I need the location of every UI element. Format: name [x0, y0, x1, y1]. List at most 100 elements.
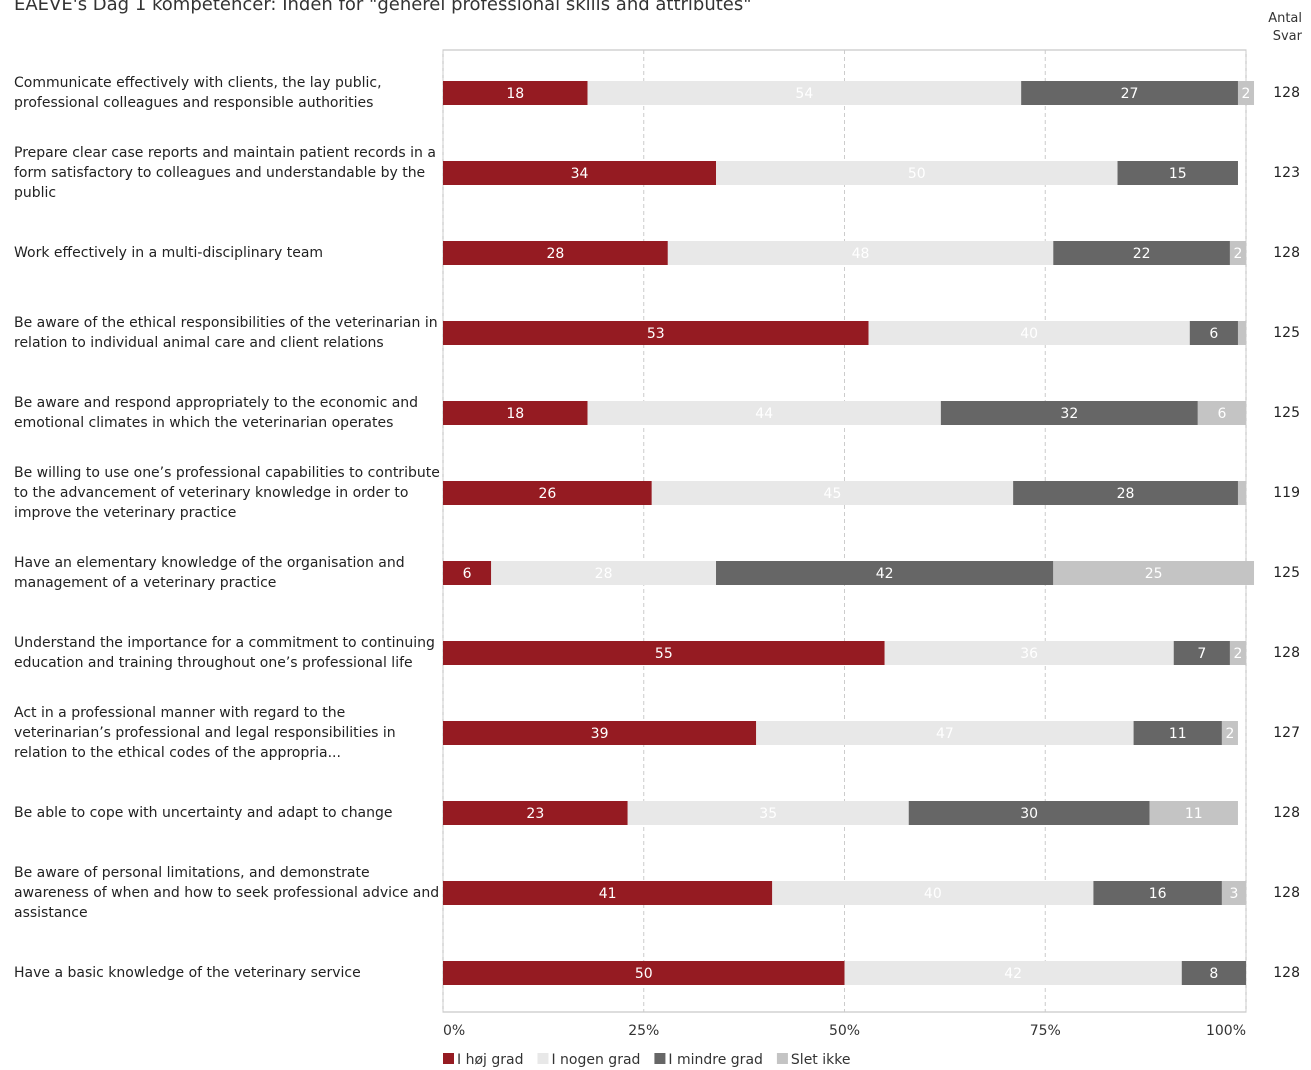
- count-label: 128: [1273, 965, 1300, 981]
- bar-segment: [1013, 481, 1238, 505]
- data-label: 23: [526, 806, 544, 822]
- data-label: 45: [824, 486, 842, 502]
- count-label: 128: [1273, 805, 1300, 821]
- data-label: 11: [1169, 726, 1187, 742]
- count-label: 128: [1273, 245, 1300, 261]
- category-label: Be aware of the ethical responsibilities…: [14, 315, 438, 351]
- bar-segment: [716, 561, 1054, 585]
- bar-segment: [443, 481, 652, 505]
- data-label: 53: [647, 326, 665, 342]
- legend-label: Slet ikke: [791, 1052, 851, 1068]
- bar-segment: [1197, 401, 1246, 425]
- bar-segment: [443, 641, 885, 665]
- bar-segment: [443, 241, 668, 265]
- bar-segment: [1173, 641, 1230, 665]
- count-header: Antal Svar: [1268, 11, 1302, 44]
- data-label: 25: [1145, 566, 1163, 582]
- data-label: 40: [1020, 326, 1038, 342]
- legend-label: I høj grad: [457, 1052, 523, 1068]
- category-label: Understand the importance for a commitme…: [14, 635, 435, 671]
- bar-segment: [651, 481, 1014, 505]
- bar-segment: [1149, 801, 1238, 825]
- bar-segment: [1237, 321, 1246, 345]
- bar-segment: [1221, 721, 1238, 745]
- data-label: 2: [1234, 646, 1243, 662]
- bar-segment: [1053, 241, 1230, 265]
- data-label: 2: [1242, 86, 1251, 102]
- count-label: 123: [1273, 165, 1300, 181]
- bar-segment: [1189, 321, 1238, 345]
- count-label: 128: [1273, 85, 1300, 101]
- data-label: 18: [506, 406, 524, 422]
- bar-segment: [940, 401, 1198, 425]
- bar-segment: [1237, 481, 1246, 505]
- data-label: 7: [1197, 646, 1206, 662]
- data-label: 11: [1185, 806, 1203, 822]
- data-label: 30: [1020, 806, 1038, 822]
- data-label: 32: [1060, 406, 1078, 422]
- bar-segment: [1133, 721, 1222, 745]
- x-tick-label: 0%: [443, 1023, 465, 1039]
- data-label: 27: [1121, 86, 1139, 102]
- data-label: 40: [924, 886, 942, 902]
- bar-segment: [443, 961, 845, 985]
- bar-segment: [1053, 561, 1255, 585]
- count-label: 125: [1273, 405, 1300, 421]
- category-label: Be able to cope with uncertainty and ada…: [14, 805, 393, 821]
- data-label: 48: [852, 246, 870, 262]
- data-label: 18: [506, 86, 524, 102]
- data-label: 50: [635, 966, 653, 982]
- category-label: Be aware and respond appropriately to th…: [14, 395, 419, 431]
- bar-segment: [1021, 81, 1238, 105]
- data-label: 26: [538, 486, 556, 502]
- data-label: 42: [1004, 966, 1022, 982]
- data-label: 28: [547, 246, 565, 262]
- data-label: 42: [876, 566, 894, 582]
- data-label: 34: [571, 166, 589, 182]
- plot-border: [442, 49, 1247, 1013]
- bar-segment: [756, 721, 1134, 745]
- data-label: 54: [795, 86, 813, 102]
- bar-segment: [443, 721, 757, 745]
- data-label: 6: [1209, 326, 1218, 342]
- data-label: 16: [1149, 886, 1167, 902]
- bar-segment: [627, 801, 909, 825]
- category-label: Have a basic knowledge of the veterinary…: [14, 965, 361, 981]
- legend-swatch: [776, 1053, 788, 1064]
- legend-label: I nogen grad: [551, 1052, 640, 1068]
- bar-segment: [587, 401, 941, 425]
- count-label: 125: [1273, 325, 1300, 341]
- category-label: Act in a professional manner with regard…: [14, 705, 396, 761]
- bar-segment: [1221, 881, 1246, 905]
- data-label: 22: [1133, 246, 1151, 262]
- bar-segment: [443, 801, 628, 825]
- bar-segment: [443, 81, 588, 105]
- bar-segment: [716, 161, 1118, 185]
- data-label: 3: [1229, 886, 1238, 902]
- data-label: 28: [1117, 486, 1135, 502]
- bar-segment: [908, 801, 1150, 825]
- x-tick-label: 100%: [1206, 1023, 1246, 1039]
- bar-segment: [667, 241, 1054, 265]
- bar-segment: [1229, 641, 1246, 665]
- bar-segment: [443, 321, 869, 345]
- chart-title: EAEVE's Dag 1 kompetencer: Inden for "ge…: [14, 0, 752, 15]
- bar-segment: [1237, 81, 1255, 105]
- category-label: Be aware of personal limitations, and de…: [14, 865, 440, 921]
- data-label: 8: [1209, 966, 1218, 982]
- data-label: 55: [655, 646, 673, 662]
- category-label: Prepare clear case reports and maintain …: [14, 145, 436, 201]
- legend-label: I mindre grad: [668, 1052, 763, 1068]
- bar-segment: [587, 81, 1022, 105]
- legend-swatch: [443, 1053, 454, 1064]
- bar-segment: [844, 961, 1182, 985]
- count-label: 128: [1273, 645, 1300, 661]
- bar-segment: [443, 401, 588, 425]
- data-label: 50: [908, 166, 926, 182]
- bar-segment: [1117, 161, 1238, 185]
- data-label: 2: [1234, 246, 1243, 262]
- x-tick-label: 50%: [829, 1023, 860, 1039]
- bar-segment: [443, 161, 717, 185]
